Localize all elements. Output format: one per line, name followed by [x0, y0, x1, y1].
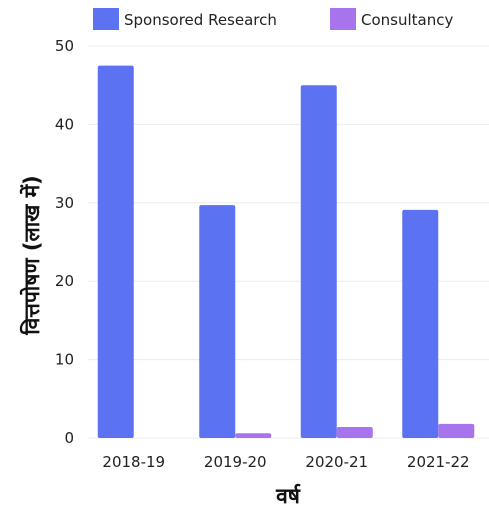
bar-sponsored-research-2021-22	[402, 209, 439, 438]
bar-sponsored-research-2019-20	[199, 205, 236, 438]
x-tick-label: 2021-22	[407, 453, 470, 471]
y-tick-label: 0	[64, 429, 74, 447]
bar-consultancy-2019-20	[235, 433, 272, 438]
x-axis-ticks: 2018-19 2019-20 2020-21 2021-22	[102, 453, 469, 471]
x-tick-label: 2019-20	[204, 453, 267, 471]
y-tick-label: 40	[55, 115, 74, 133]
bar-consultancy-2020-21	[336, 427, 373, 438]
y-axis-label: वित्तपोषण (लाख में)	[19, 175, 44, 336]
y-tick-label: 30	[55, 194, 74, 212]
legend-swatch	[330, 8, 356, 30]
y-tick-label: 20	[55, 272, 74, 290]
bar-sponsored-research-2018-19	[97, 65, 134, 438]
legend-label: Sponsored Research	[124, 11, 277, 29]
bar-consultancy-2021-22	[438, 423, 475, 438]
x-tick-label: 2018-19	[102, 453, 165, 471]
y-tick-label: 10	[55, 351, 74, 369]
y-axis-ticks: 0 10 20 30 40 50	[55, 37, 74, 447]
x-tick-label: 2020-21	[305, 453, 368, 471]
legend-label: Consultancy	[361, 11, 453, 29]
x-axis-label: वर्ष	[275, 483, 301, 508]
legend-swatch	[93, 8, 119, 30]
y-tick-label: 50	[55, 37, 74, 55]
bars	[97, 65, 475, 438]
bar-sponsored-research-2020-21	[300, 85, 337, 438]
legend: Sponsored Research Consultancy	[93, 8, 453, 30]
